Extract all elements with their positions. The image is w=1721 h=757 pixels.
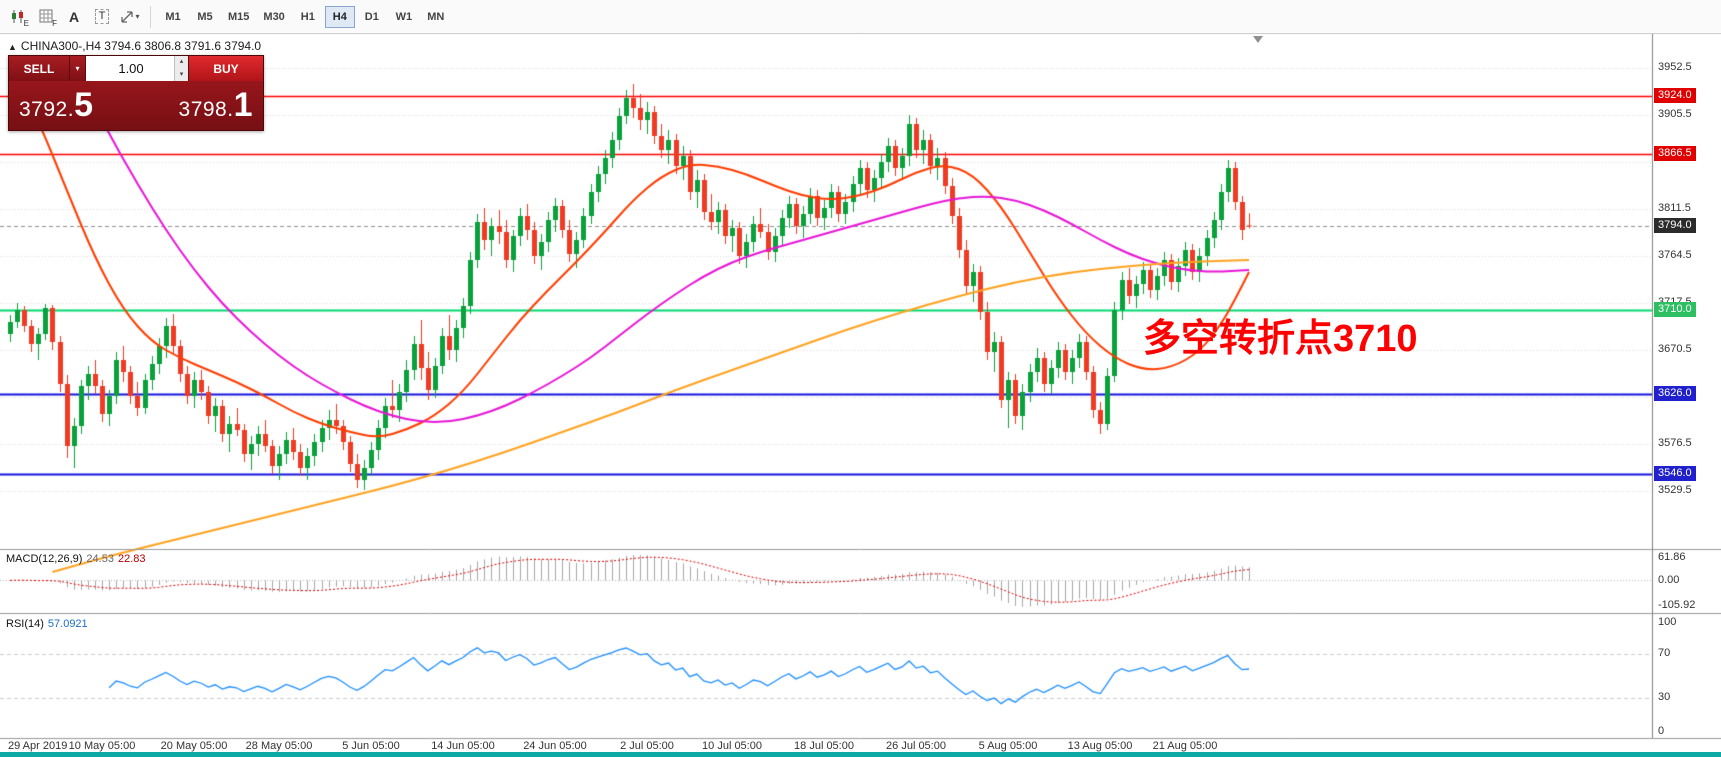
collapse-triangle-icon[interactable]: ▲ — [8, 42, 17, 52]
price-axis-tick-label: 3670.5 — [1658, 343, 1692, 355]
date-tick-label: 2 Jul 05:00 — [620, 740, 674, 752]
chevron-down-icon: ▾ — [135, 12, 140, 21]
date-tick-label: 5 Aug 05:00 — [978, 740, 1038, 752]
price-badge: 3866.5 — [1654, 146, 1696, 161]
order-type-caret-button[interactable]: ▾ — [69, 56, 85, 81]
toolbar: E F A T ▾ M1 M5 M15 M30 H1 H4 D1 W1 MN — [0, 0, 1721, 34]
price-badge: 3924.0 — [1654, 88, 1696, 103]
date-tick-label: 10 Jul 05:00 — [702, 740, 762, 752]
rsi-axis-label: 100 — [1658, 616, 1677, 628]
chevron-down-icon: ▾ — [75, 64, 80, 73]
toolbar-separator — [150, 5, 151, 28]
price-badge: 3626.0 — [1654, 386, 1696, 401]
date-tick-label: 14 Jun 05:00 — [431, 740, 495, 752]
chart-shift-marker[interactable] — [1253, 36, 1263, 43]
macd-axis-label: 0.00 — [1658, 573, 1680, 586]
letter-a-icon: A — [68, 8, 80, 25]
trade-prices-row: 3792.5 3798.1 — [9, 81, 263, 130]
price-axis-tick-label: 3905.5 — [1658, 108, 1692, 120]
grid-tool-button[interactable]: F — [33, 5, 59, 29]
macd-main-value: 24.53 — [86, 553, 114, 565]
chart-annotation: 多空转折点3710 — [1143, 318, 1418, 360]
cursor-tool-button[interactable]: A — [61, 5, 87, 29]
date-tick-label: 26 Jul 05:00 — [886, 740, 946, 752]
date-tick-label: 24 Jun 05:00 — [523, 740, 587, 752]
rsi-label: RSI(14) 57.0921 — [6, 618, 88, 630]
timeframe-button-H1[interactable]: H1 — [293, 6, 323, 28]
trade-controls-row: SELL ▾ ▴ ▾ BUY — [9, 56, 263, 81]
one-click-trading-panel: SELL ▾ ▴ ▾ BUY 3792.5 3798.1 — [8, 55, 264, 131]
text-box-icon: T — [94, 9, 110, 24]
timeframe-button-H4[interactable]: H4 — [324, 5, 355, 28]
buy-price[interactable]: 3798.1 — [179, 86, 253, 125]
chart-style-tool-button[interactable]: E — [5, 5, 31, 29]
timeframe-button-W1[interactable]: W1 — [389, 6, 419, 28]
date-tick-label: 28 May 05:00 — [245, 740, 313, 752]
date-tick-label: 18 Jul 05:00 — [794, 740, 854, 752]
draw-tool-button[interactable]: ▾ — [117, 5, 143, 29]
tool-badge: F — [52, 18, 57, 28]
date-tick-label: 13 Aug 05:00 — [1067, 740, 1133, 752]
symbol-ohlc-text: CHINA300-,H4 3794.6 3806.8 3791.6 3794.0 — [20, 39, 262, 53]
buy-button[interactable]: BUY — [189, 56, 263, 81]
timeframe-button-M30[interactable]: M30 — [257, 6, 290, 28]
macd-axis-label: -105.92 — [1658, 599, 1696, 611]
price-axis-tick-label: 3952.5 — [1658, 61, 1692, 73]
sell-price-main: 3792. — [19, 98, 75, 121]
rsi-axis-label: 70 — [1658, 647, 1671, 659]
timeframe-button-M5[interactable]: M5 — [190, 6, 220, 28]
timeframe-button-D1[interactable]: D1 — [357, 6, 387, 28]
date-tick-label: 29 Apr 2019 — [8, 740, 68, 752]
rsi-value: 57.0921 — [47, 618, 88, 630]
price-badge: 3546.0 — [1654, 466, 1696, 481]
sell-price-big-digit: 5 — [74, 86, 94, 124]
timeframe-toolbar: M1 M5 M15 M30 H1 H4 D1 W1 MN — [157, 5, 452, 28]
price-axis-tick-label: 3811.5 — [1658, 202, 1691, 214]
taskbar-sliver — [0, 752, 1721, 757]
timeframe-button-M15[interactable]: M15 — [222, 6, 255, 28]
date-tick-label: 5 Jun 05:00 — [342, 740, 400, 752]
rsi-axis-label: 0 — [1658, 725, 1665, 737]
price-badge: 3710.0 — [1654, 302, 1696, 317]
volume-input[interactable] — [86, 56, 188, 81]
tool-badge: E — [23, 18, 29, 28]
rsi-name: RSI(14) — [6, 618, 44, 630]
rsi-axis-label: 30 — [1658, 691, 1671, 703]
date-tick-label: 10 May 05:00 — [68, 740, 136, 752]
price-axis-tick-label: 3764.5 — [1658, 249, 1692, 261]
timeframe-button-M1[interactable]: M1 — [158, 6, 188, 28]
price-axis-tick-label: 3576.5 — [1658, 437, 1692, 449]
text-tool-button[interactable]: T — [89, 5, 115, 29]
date-tick-label: 20 May 05:00 — [160, 740, 228, 752]
date-tick-label: 21 Aug 05:00 — [1152, 740, 1218, 752]
sell-price[interactable]: 3792.5 — [19, 86, 93, 125]
grid-icon — [39, 9, 52, 23]
volume-increase-button[interactable]: ▴ — [175, 56, 188, 69]
price-axis-tick-label: 3529.5 — [1658, 484, 1692, 496]
price-badge: 3794.0 — [1654, 218, 1696, 233]
timeframe-button-MN[interactable]: MN — [421, 6, 451, 28]
macd-signal-value: 22.83 — [117, 553, 146, 565]
volume-spinner: ▴ ▾ — [174, 56, 188, 81]
macd-axis-label: 61.86 — [1658, 551, 1686, 563]
arrows-icon — [121, 10, 134, 23]
symbol-info: ▲ CHINA300-,H4 3794.6 3806.8 3791.6 3794.… — [8, 39, 261, 53]
buy-price-main: 3798. — [178, 98, 234, 121]
sell-button[interactable]: SELL — [9, 56, 69, 81]
macd-label: MACD(12,26,9) 24.53 22.83 — [6, 553, 145, 565]
buy-price-big-digit: 1 — [233, 86, 253, 124]
candlestick-chart-icon — [12, 10, 23, 23]
volume-decrease-button[interactable]: ▾ — [175, 68, 188, 81]
volume-field: ▴ ▾ — [85, 56, 189, 81]
macd-name: MACD(12,26,9) — [6, 553, 83, 565]
